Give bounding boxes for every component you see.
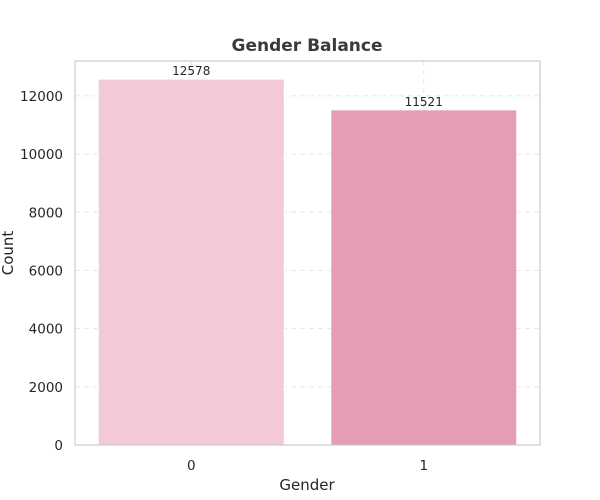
chart-title: Gender Balance: [231, 36, 382, 56]
y-tick-label: 4000: [29, 322, 63, 338]
data-labels: 12578 11521: [172, 64, 443, 109]
y-axis-ticks: 0 2000 4000 6000 8000 10000 12000: [20, 89, 63, 454]
y-tick-label: 2000: [29, 380, 63, 396]
y-tick-label: 6000: [29, 263, 63, 279]
y-tick-label: 0: [54, 438, 63, 454]
bar-value-label: 11521: [405, 95, 443, 109]
x-axis-label: Gender: [279, 476, 335, 494]
bar-0: [97, 78, 285, 446]
x-tick-label: 1: [419, 458, 428, 474]
bar-value-label: 12578: [172, 64, 210, 78]
bar-1: [330, 109, 518, 446]
y-axis-label: Count: [0, 231, 17, 276]
plot-frame: [74, 60, 541, 446]
bars-layer: [97, 78, 518, 446]
y-tick-label: 12000: [20, 89, 63, 105]
y-tick-label: 10000: [20, 147, 63, 163]
y-tick-label: 8000: [29, 205, 63, 221]
x-tick-label: 0: [187, 458, 196, 474]
